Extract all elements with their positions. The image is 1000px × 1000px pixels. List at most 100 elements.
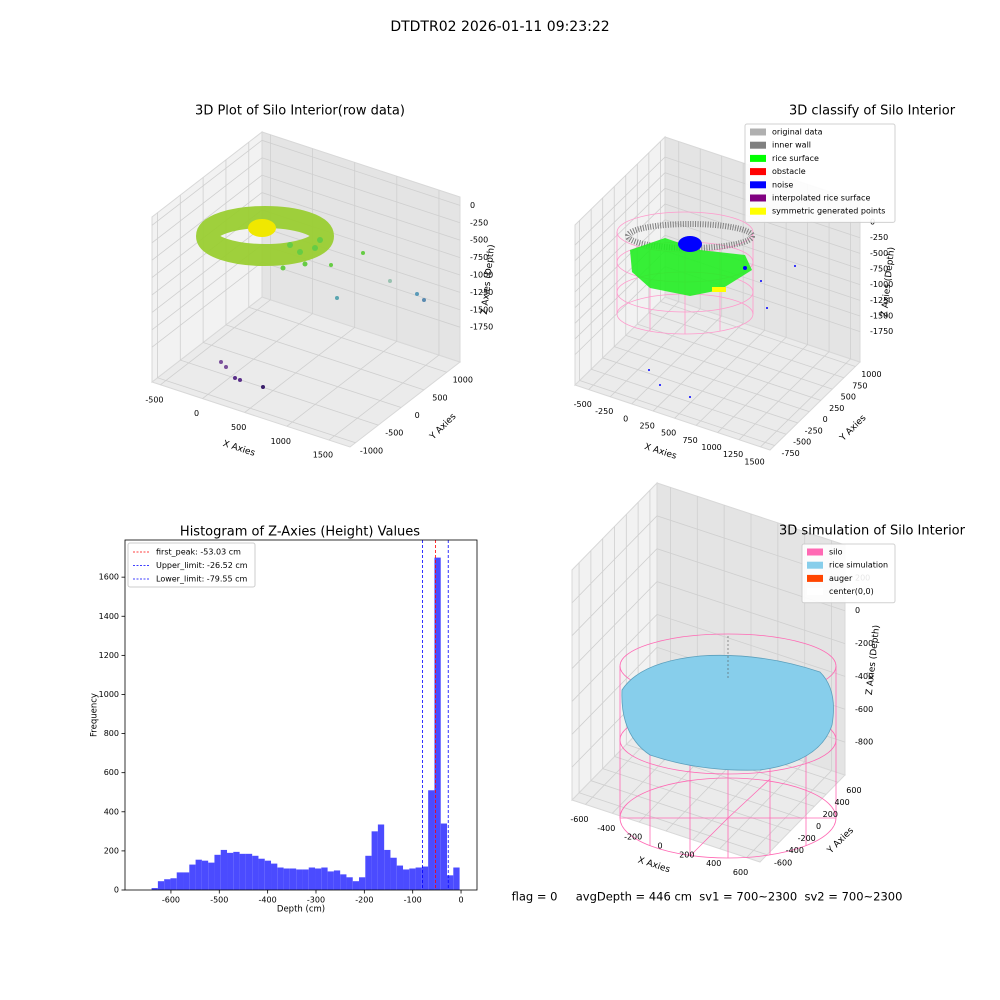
x-tick-label: 0: [623, 414, 628, 423]
bar: [327, 871, 334, 890]
y-tick-label: 1200: [99, 651, 119, 660]
noise: [678, 236, 702, 252]
y-tick-label: 200: [104, 846, 119, 855]
bar: [271, 863, 278, 890]
grid-line: [328, 190, 440, 441]
pane-left: [574, 135, 666, 387]
legend-label: Lower_limit: -79.55 cm: [156, 575, 248, 584]
y-axis-label: Y Axies: [428, 412, 459, 443]
y-tick-label: -250: [805, 426, 823, 435]
bar: [453, 867, 460, 890]
y-tick-label: 600: [846, 786, 861, 795]
grid-line: [609, 148, 701, 398]
z-tick-label: 0: [470, 201, 475, 210]
grid-line: [613, 186, 810, 413]
z-tick-label: -1750: [870, 327, 893, 336]
y-axis-label: Y Axies: [838, 413, 869, 444]
grid-line: [760, 198, 851, 448]
bar: [434, 557, 441, 890]
y-tick-label: 600: [104, 768, 119, 777]
z-tick-label: -750: [870, 265, 888, 274]
bar: [440, 823, 448, 890]
bar: [164, 879, 171, 890]
grid-line: [659, 141, 856, 367]
x-axis-label: X Axies: [221, 439, 256, 459]
y-tick-label: 1000: [99, 690, 119, 699]
points: [219, 279, 426, 389]
grid-line: [571, 548, 846, 636]
y-tick-label: -1000: [360, 446, 383, 455]
bar: [421, 866, 429, 890]
legend-box: [744, 123, 896, 223]
grid-line: [648, 152, 844, 379]
bar: [352, 881, 360, 890]
legend-swatch: [750, 207, 766, 215]
z-tick-label: 0: [855, 606, 860, 615]
y-tick-label: -750: [782, 449, 800, 458]
symmetric-points: [712, 287, 726, 292]
grid-line: [571, 613, 846, 702]
bar: [409, 868, 416, 890]
bar: [415, 867, 422, 890]
grid-line: [151, 174, 461, 261]
y-tick-label: 500: [432, 393, 447, 402]
bar: [340, 874, 347, 890]
x-tick-label: 0: [458, 896, 463, 905]
x-tick-label: 1500: [744, 457, 764, 466]
x-axis-label: Depth (cm): [277, 905, 325, 915]
y-tick-label: 400: [104, 807, 119, 816]
x-tick-label: -400: [597, 824, 615, 833]
x-tick-label: 750: [682, 436, 697, 445]
grid-line: [674, 170, 766, 419]
bar: [264, 860, 272, 890]
bar: [302, 869, 309, 890]
x-tick-label: -500: [210, 896, 228, 905]
z-tick-label: -800: [855, 738, 873, 747]
y-tick-label: 1600: [99, 573, 119, 582]
z-tick-label: -600: [855, 705, 873, 714]
bar: [176, 872, 184, 890]
bar: [277, 867, 284, 890]
bar: [333, 870, 341, 890]
grid-line: [248, 142, 447, 373]
x-tick-label: 1250: [723, 450, 743, 459]
grid-line: [179, 195, 379, 426]
z-tick-label: -500: [470, 236, 488, 245]
z-tick-label: -1500: [870, 311, 893, 320]
y-tick-label: 400: [834, 798, 849, 807]
legend-swatch: [750, 141, 766, 149]
legend-swatch: [807, 548, 823, 556]
legend-label: original data: [772, 128, 823, 137]
y-tick-label: -500: [793, 438, 811, 447]
y-tick-label: 0: [823, 415, 828, 424]
bar: [227, 852, 234, 890]
z-tick-label: -1000: [870, 280, 893, 289]
y-tick-label: 1400: [99, 612, 119, 621]
x-tick-label: -600: [570, 815, 588, 824]
legend-label: rice simulation: [829, 561, 888, 570]
grid-line: [652, 163, 744, 412]
y-tick-label: 800: [104, 729, 119, 738]
legend-label: first_peak: -53.03 cm: [156, 548, 241, 557]
legend-label: rice surface: [772, 154, 819, 163]
y-tick-label: 500: [841, 393, 856, 402]
rice-surface: [630, 238, 752, 296]
z-tick-label: -1500: [470, 305, 493, 314]
x-tick-label: -500: [145, 395, 163, 404]
grid-line: [202, 148, 313, 399]
bar: [201, 860, 209, 890]
z-tick-label: -1750: [470, 323, 493, 332]
legend-swatch: [750, 154, 766, 162]
bar: [195, 859, 202, 890]
bar: [377, 824, 385, 890]
grid-line: [590, 209, 787, 435]
grid-line: [602, 197, 798, 424]
y-tick-label: -400: [786, 846, 804, 855]
x-tick-label: -100: [404, 896, 422, 905]
legend-swatch: [807, 588, 823, 596]
bar: [371, 831, 378, 890]
x-tick-label: 500: [661, 429, 676, 438]
grid-line: [574, 187, 861, 277]
x-tick-label: 0: [657, 842, 662, 851]
